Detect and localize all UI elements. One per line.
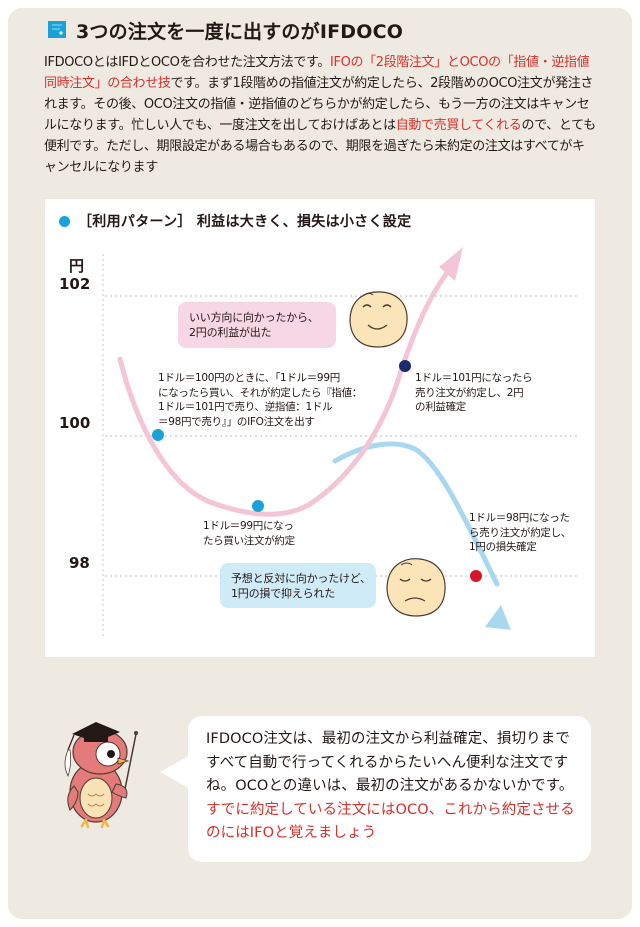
marker-buy — [252, 500, 264, 512]
note-entry-line-4: ＝98円で売り』」のIFO注文を出す — [158, 415, 315, 428]
intro-text-3: ので、とても便利です。ただし、期限設定がある場合もあるので、期限を過ぎたら未約定… — [44, 118, 596, 175]
chart-card: ［利用パターン］ 利益は大きく、損失は小さく設定 円 102 100 98 いい… — [45, 199, 595, 657]
speech-text-red: すでに約定している注文にはOCO、これから約定させるのにはIFOと覚えましょう — [206, 801, 575, 842]
profit-bubble-text: いい方向に向かったから、 2円の利益が出た — [189, 310, 319, 340]
note-loss-line-2: ら売り注文が約定し、 — [469, 526, 571, 539]
profit-bubble-line-2: 2円の利益が出た — [189, 326, 272, 339]
chart-canvas — [102, 247, 580, 639]
note-buy-line-1: 1ドル＝99円になっ — [203, 520, 294, 532]
header-bullet-icon — [59, 216, 70, 227]
note-loss-line-1: 1ドル＝98円になった — [469, 512, 570, 524]
profit-speech-bubble: いい方向に向かったから、 2円の利益が出た — [178, 302, 336, 348]
pink-profit-curve — [117, 266, 453, 517]
note-buy-line-2: たら買い注文が約定 — [203, 534, 295, 547]
page-title: 3つの注文を一度に出すのがIFDOCO — [76, 21, 404, 43]
intro-paragraph: IFDOCOとはIFDとOCOを合わせた注文方法です。IFOの「2段階注文」とO… — [44, 52, 596, 178]
note-stop-loss: 1ドル＝98円になった ら売り注文が約定し、 1円の損失確定 — [469, 511, 571, 555]
loss-bubble-line-1: 予想と反対に向かったけど、 — [231, 572, 371, 585]
note-loss-line-3: 1円の損失確定 — [469, 541, 537, 553]
note-profit-line-3: の利益確定 — [415, 401, 466, 413]
loss-bubble-text: 予想と反対に向かったけど、 1円の損で抑えられた — [231, 571, 371, 601]
speech-bubble-tail — [160, 754, 192, 790]
note-entry-order: 1ドル＝100円のときに、「1ドル＝99円 になったら買い、それが約定したら『指… — [158, 371, 362, 429]
y-axis-unit: 円 — [69, 257, 85, 275]
note-buy-filled: 1ドル＝99円になっ たら買い注文が約定 — [203, 519, 295, 548]
loss-bubble-line-2: 1円の損で抑えられた — [231, 587, 335, 600]
note-take-profit: 1ドル＝101円になったら 売り注文が約定し、2円 の利益確定 — [415, 371, 533, 415]
blue-curve-arrowhead — [485, 605, 511, 630]
owl-mascot-icon — [64, 722, 138, 829]
marker-stop-loss — [470, 570, 482, 582]
intro-highlight-1: IFOの「2段階注文」とOCOの「指値・逆指値同時注文」の合わせ技 — [44, 55, 590, 91]
sad-face-icon — [386, 558, 446, 617]
speech-bubble — [188, 716, 591, 862]
note-profit-line-2: 売り注文が約定し、2円 — [415, 386, 524, 399]
y-tick-100: 100 — [59, 414, 91, 432]
marker-entry — [152, 429, 164, 441]
intro-text-1: IFDOCOとはIFDとOCOを合わせた注文方法です。 — [44, 55, 330, 70]
note-profit-line-1: 1ドル＝101円になったら — [415, 372, 533, 384]
intro-text-2: です。まず1段階めの指値注文が約定したら、2段階めのOCO注文が発注されます。そ… — [44, 76, 594, 133]
chart-header-text: ［利用パターン］ 利益は大きく、損失は小さく設定 — [78, 214, 412, 230]
speech-bubble-text: IFDOCO注文は、最初の注文から利益確定、損切りまですべて自動で行ってくれるか… — [206, 728, 584, 846]
note-entry-line-2: になったら買い、それが約定したら『指値： — [158, 386, 362, 399]
note-entry-line-1: 1ドル＝100円のときに、「1ドル＝99円 — [158, 372, 340, 384]
y-tick-102: 102 — [59, 275, 91, 293]
intro-highlight-2: 自動で売買してくれる — [395, 118, 522, 133]
note-entry-line-3: 1ドル＝101円で売り、逆指値：1ドル — [158, 401, 333, 413]
y-tick-98: 98 — [69, 554, 90, 572]
marker-take-profit — [399, 360, 411, 372]
profit-bubble-line-1: いい方向に向かったから、 — [189, 311, 319, 324]
pink-curve-arrowhead — [439, 247, 463, 281]
document-icon — [48, 21, 66, 38]
chart-header: ［利用パターン］ 利益は大きく、損失は小さく設定 — [59, 211, 411, 231]
speech-text-black: IFDOCO注文は、最初の注文から利益確定、損切りまですべて自動で行ってくれるか… — [206, 731, 574, 794]
loss-speech-bubble: 予想と反対に向かったけど、 1円の損で抑えられた — [220, 563, 376, 608]
smiling-face-icon — [349, 291, 408, 348]
